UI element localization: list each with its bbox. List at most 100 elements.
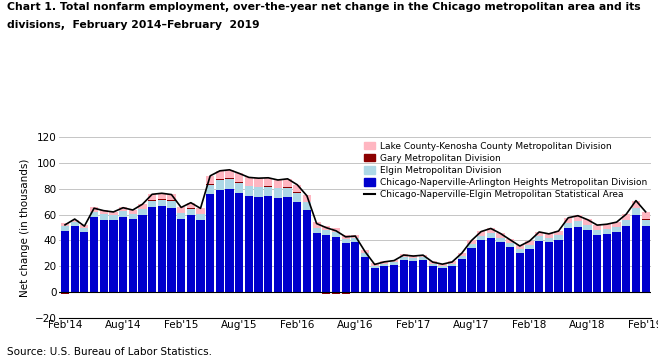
Bar <box>487 238 495 292</box>
Bar <box>99 210 108 214</box>
Bar <box>129 210 137 214</box>
Bar <box>361 253 369 257</box>
Bar <box>370 264 379 266</box>
Bar <box>632 215 640 292</box>
Bar <box>564 229 572 292</box>
Bar <box>303 195 311 202</box>
Bar <box>564 223 572 229</box>
Bar <box>390 265 398 292</box>
Bar <box>109 212 118 216</box>
Bar <box>167 201 176 208</box>
Bar <box>399 255 408 257</box>
Bar <box>332 227 340 232</box>
Bar <box>109 220 118 292</box>
Bar <box>90 292 98 293</box>
Bar <box>506 243 515 247</box>
Bar <box>535 241 544 292</box>
Bar <box>419 257 427 260</box>
Bar <box>555 231 563 235</box>
Bar <box>264 187 272 196</box>
Bar <box>109 216 118 220</box>
Bar <box>255 197 263 292</box>
Bar <box>196 214 205 220</box>
Bar <box>487 233 495 238</box>
Bar <box>458 258 466 292</box>
Bar <box>187 215 195 292</box>
Text: Chart 1. Total nonfarm employment, over-the-year net change in the Chicago metro: Chart 1. Total nonfarm employment, over-… <box>7 2 640 12</box>
Bar <box>448 264 456 266</box>
Bar <box>525 241 534 245</box>
Bar <box>206 184 215 185</box>
Bar <box>226 189 234 292</box>
Bar <box>148 207 156 292</box>
Bar <box>177 208 186 213</box>
Bar <box>496 242 505 292</box>
Bar <box>477 236 485 240</box>
Legend: Lake County-Kenosha County Metropolitan Division, Gary Metropolitan Division, El: Lake County-Kenosha County Metropolitan … <box>365 142 647 199</box>
Bar <box>642 219 649 226</box>
Bar <box>216 190 224 292</box>
Bar <box>516 253 524 292</box>
Bar <box>293 201 301 292</box>
Bar <box>235 173 243 182</box>
Bar <box>361 257 369 292</box>
Bar <box>129 214 137 219</box>
Bar <box>322 226 330 230</box>
Bar <box>196 220 205 292</box>
Text: divisions,  February 2014–February  2019: divisions, February 2014–February 2019 <box>7 20 259 30</box>
Bar <box>622 214 630 220</box>
Bar <box>428 266 437 292</box>
Bar <box>293 192 301 193</box>
Bar <box>399 260 408 292</box>
Bar <box>622 220 630 226</box>
Bar <box>245 177 253 186</box>
Bar <box>593 225 601 230</box>
Bar <box>506 239 515 243</box>
Bar <box>90 207 98 212</box>
Bar <box>613 222 620 227</box>
Bar <box>226 179 234 189</box>
Bar <box>158 206 166 292</box>
Bar <box>99 214 108 220</box>
Bar <box>342 235 350 239</box>
Bar <box>70 219 79 222</box>
Bar <box>361 250 369 253</box>
Bar <box>80 228 88 232</box>
Bar <box>458 253 466 256</box>
Bar <box>80 232 88 292</box>
Bar <box>119 212 127 217</box>
Bar <box>458 256 466 258</box>
Bar <box>80 292 88 293</box>
Bar <box>187 203 195 208</box>
Bar <box>370 292 379 293</box>
Bar <box>138 215 147 292</box>
Bar <box>138 209 147 215</box>
Bar <box>90 217 98 292</box>
Bar <box>574 221 582 227</box>
Bar <box>274 180 282 188</box>
Bar <box>313 222 320 227</box>
Bar <box>642 212 649 219</box>
Bar <box>438 268 447 292</box>
Bar <box>467 244 476 248</box>
Bar <box>235 193 243 292</box>
Bar <box>226 170 234 178</box>
Bar <box>535 236 544 241</box>
Bar <box>303 202 311 210</box>
Bar <box>428 261 437 264</box>
Bar <box>419 255 427 257</box>
Bar <box>148 201 156 207</box>
Bar <box>177 213 186 219</box>
Bar <box>187 209 195 215</box>
Bar <box>245 186 253 196</box>
Bar <box>370 268 379 292</box>
Bar <box>322 230 330 235</box>
Bar <box>187 208 195 209</box>
Bar <box>70 222 79 226</box>
Bar <box>342 292 350 294</box>
Bar <box>129 219 137 292</box>
Bar <box>613 227 620 232</box>
Bar <box>467 248 476 292</box>
Bar <box>351 238 359 242</box>
Bar <box>167 195 176 200</box>
